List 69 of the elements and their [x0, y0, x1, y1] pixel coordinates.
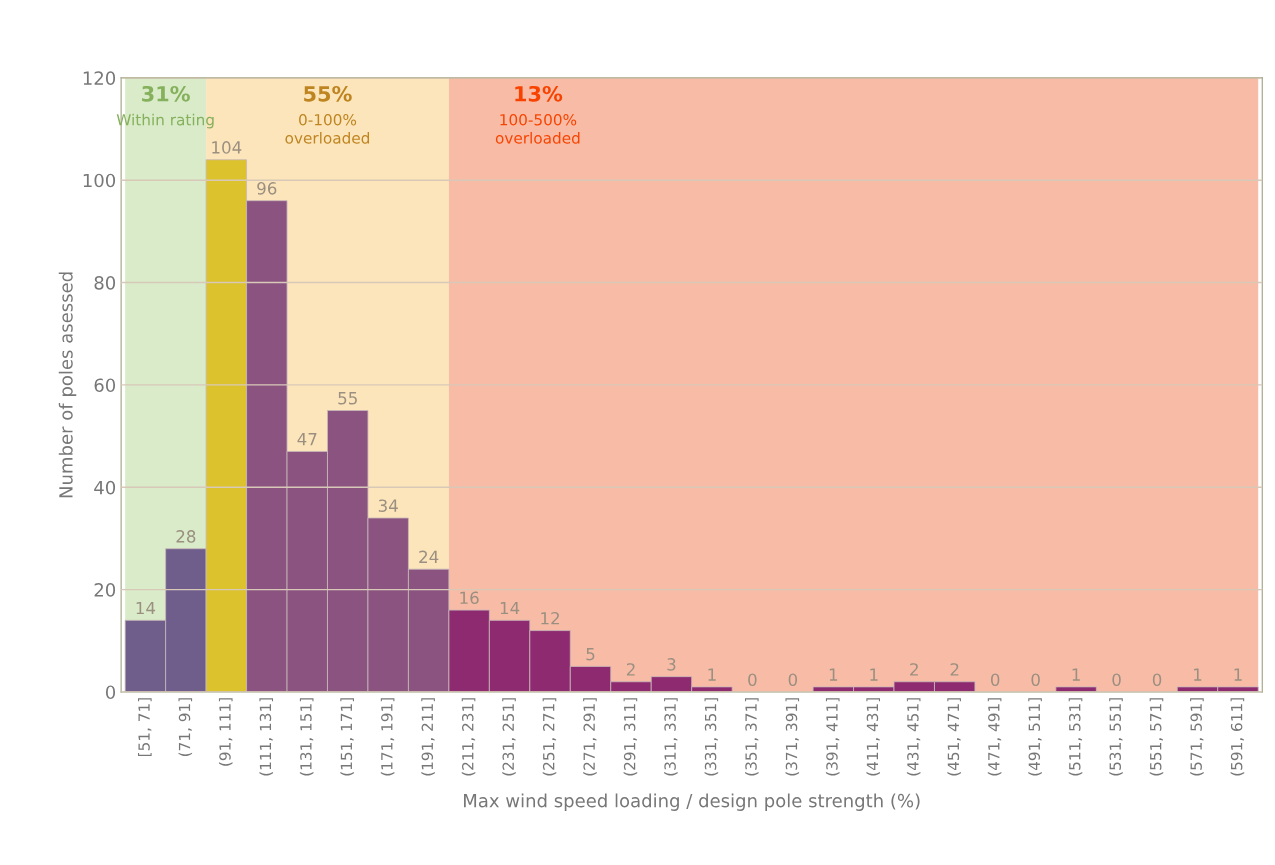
x-tick-label: (311, 331]	[664, 698, 678, 776]
y-tick-label: 20	[94, 583, 116, 597]
data-label: 0	[788, 673, 798, 686]
x-tick-label: (131, 151]	[299, 698, 314, 776]
data-label: 0	[1112, 673, 1121, 686]
x-tick-label: (151, 171]	[340, 698, 354, 776]
band-label: 55% 0-100% overloaded	[285, 85, 370, 144]
x-tick-label: [51, 71]	[138, 698, 152, 757]
x-tick-label: (591, 611]	[1230, 698, 1245, 776]
x-tick-label: (291, 311]	[623, 698, 638, 776]
y-tick-label: 100	[83, 173, 116, 188]
data-label: 47	[297, 433, 317, 446]
data-label: 1	[870, 668, 878, 681]
data-label: 2	[910, 663, 918, 676]
x-tick-label: (371, 391]	[785, 698, 800, 776]
data-label: 3	[667, 658, 676, 671]
x-tick-label: (91, 111]	[218, 698, 233, 766]
data-label: 0	[990, 673, 1000, 686]
x-tick-label: (511, 531]	[1068, 698, 1083, 776]
data-label: 12	[541, 611, 559, 625]
x-tick-label: (571, 591]	[1190, 698, 1204, 776]
data-label: 1	[1234, 668, 1242, 681]
x-tick-label: (391, 411]	[825, 698, 840, 776]
x-tick-label: (251, 271]	[542, 698, 557, 776]
data-label: 16	[460, 591, 479, 605]
data-label: 96	[257, 182, 277, 195]
x-tick-label: (71, 91]	[178, 698, 193, 757]
x-tick-label: (531, 551]	[1109, 698, 1123, 776]
x-tick-label: (331, 351]	[704, 698, 719, 776]
data-label: 55	[338, 392, 357, 405]
x-tick-label: (171, 191]	[380, 698, 395, 776]
y-tick-label: 80	[94, 276, 116, 290]
data-label: 104	[212, 141, 242, 154]
x-tick-label: (491, 511]	[1028, 698, 1042, 776]
x-tick-label: (231, 251]	[502, 698, 516, 776]
x-tick-label: (271, 291]	[583, 698, 597, 776]
x-tick-label: (451, 471]	[947, 698, 961, 776]
y-tick-label: 40	[94, 480, 116, 495]
data-label: 1	[1194, 668, 1202, 681]
data-label: 1	[829, 668, 838, 681]
data-label: 5	[586, 648, 595, 661]
x-tick-label: (111, 131]	[259, 698, 274, 776]
data-label: 24	[419, 550, 439, 563]
x-tick-label: (551, 571]	[1149, 698, 1164, 776]
y-axis-title: Number of poles asessed	[58, 272, 77, 498]
y-tick-label: 120	[83, 71, 116, 85]
x-tick-label: (351, 371]	[744, 698, 759, 776]
data-label: 34	[378, 499, 398, 512]
y-tick-label: 60	[94, 378, 116, 393]
data-label: 0	[1152, 673, 1162, 686]
data-label: 28	[176, 530, 196, 543]
data-label: 14	[500, 601, 520, 615]
data-label: 2	[950, 663, 959, 676]
data-label: 0	[1031, 673, 1040, 686]
data-label: 1	[1072, 668, 1080, 681]
x-tick-label: (471, 491]	[987, 698, 1002, 776]
data-label: 0	[748, 673, 757, 686]
x-tick-label: (431, 451]	[906, 698, 921, 776]
x-axis-title: Max wind speed loading / design pole strength (%)	[464, 793, 920, 811]
band-label: 13% 100-500% overloaded	[495, 85, 580, 144]
data-label: 14	[136, 601, 156, 615]
bar	[1055, 686, 1097, 692]
x-tick-label: (411, 431]	[866, 698, 881, 776]
y-tick-label: 0	[105, 685, 116, 700]
data-label: 1	[708, 668, 716, 681]
x-tick-label: (211, 231]	[461, 698, 476, 776]
x-tick-label: (191, 211]	[421, 698, 435, 776]
data-label: 2	[626, 663, 635, 676]
band-label: 31% Within rating	[116, 85, 214, 129]
